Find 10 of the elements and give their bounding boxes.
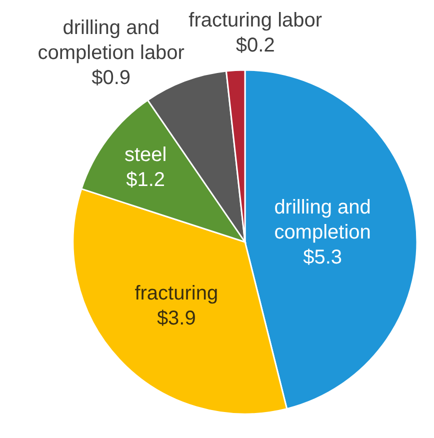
data-label: $0.2 (236, 34, 275, 57)
slice-label: fracturing (134, 282, 218, 305)
data-label: $5.3 (303, 246, 342, 268)
slice-label: drilling and completion labor (38, 16, 185, 64)
data-label: $0.9 (92, 66, 131, 89)
slice-label: fracturing labor (188, 10, 322, 32)
data-label: $1.2 (126, 169, 166, 192)
data-label: $3.9 (156, 308, 196, 330)
slice-label: steel (124, 144, 167, 166)
slice-label: drilling and completion (274, 196, 371, 244)
